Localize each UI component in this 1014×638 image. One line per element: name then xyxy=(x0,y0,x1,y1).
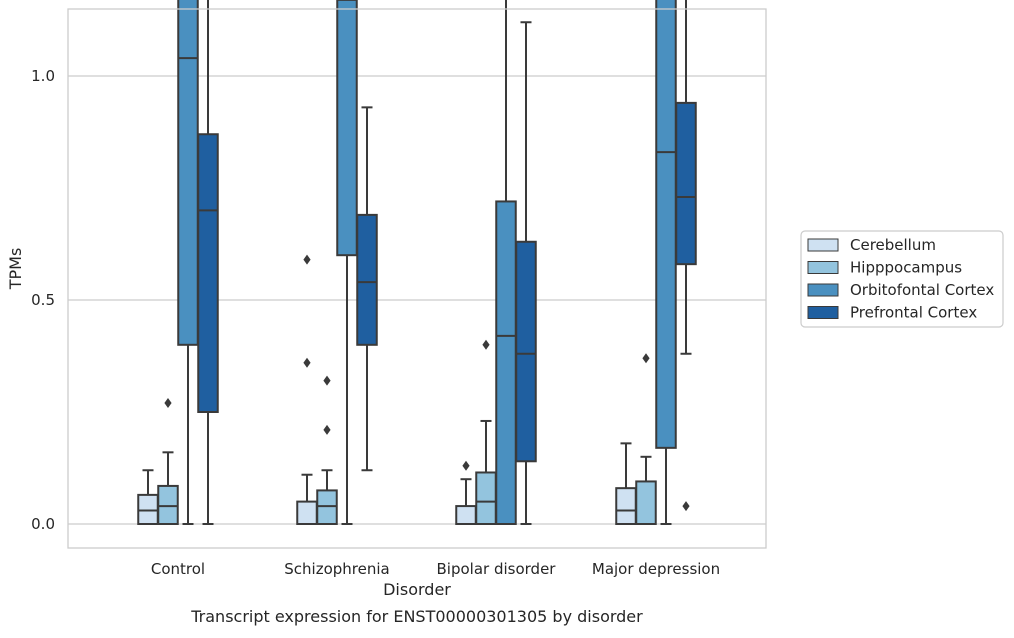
y-tick-label: 0.5 xyxy=(31,291,55,309)
iqr-box xyxy=(495,200,517,525)
iqr-box xyxy=(316,489,338,525)
y-tick-label: 1.0 xyxy=(31,67,55,85)
legend-frame xyxy=(800,230,1004,328)
box-cerebellum xyxy=(615,442,637,526)
iqr-box xyxy=(197,133,219,414)
legend-swatch xyxy=(807,261,839,274)
legend-label: Cerebellum xyxy=(850,236,936,254)
box-cerebellum xyxy=(296,254,318,526)
box-cerebellum xyxy=(455,460,477,525)
box-orbitofontal-cortex xyxy=(655,0,677,525)
box-orbitofontal-cortex xyxy=(177,0,199,525)
box-cerebellum xyxy=(137,469,159,526)
y-tick-label: 0.0 xyxy=(31,515,55,533)
iqr-box xyxy=(177,0,199,346)
iqr-box xyxy=(137,493,159,526)
box-orbitofontal-cortex xyxy=(336,0,358,525)
legend-swatch xyxy=(807,306,839,319)
y-tick-labels: 0.00.51.01.52.0 xyxy=(31,67,55,533)
x-tick-labels: Control Schizophrenia Bipolar disorder Majo… xyxy=(151,560,720,578)
outlier-point xyxy=(462,460,470,471)
x-tick-label: Bipolar disorder xyxy=(437,560,557,578)
x-tick-label: Schizophrenia xyxy=(284,560,389,578)
outlier-point xyxy=(323,424,331,435)
iqr-box xyxy=(157,484,179,526)
x-tick-label: Control xyxy=(151,560,205,578)
legend-swatch xyxy=(807,283,839,297)
box-prefrontal-cortex xyxy=(197,0,219,525)
iqr-box xyxy=(296,500,318,526)
outlier-point xyxy=(164,398,172,409)
iqr-box xyxy=(515,240,537,463)
legend: Cerebellum Hipppocampus Orbitofontal Corte… xyxy=(800,230,1004,328)
iqr-box xyxy=(475,471,497,526)
iqr-box xyxy=(675,101,697,266)
figure-caption: Transcript expression for ENST0000030130… xyxy=(190,607,643,626)
box-prefrontal-cortex xyxy=(356,106,378,472)
x-tick-label: Major depression xyxy=(592,560,720,578)
x-axis-title: Disorder xyxy=(383,580,451,599)
y-axis-title: TPMs xyxy=(6,248,25,291)
legend-label: Hipppocampus xyxy=(850,259,962,277)
outlier-point xyxy=(482,339,490,350)
box-hipppocampus xyxy=(635,353,657,526)
box-hipppocampus xyxy=(475,339,497,526)
outlier-point xyxy=(303,357,311,368)
legend-label: Prefrontal Cortex xyxy=(850,304,977,322)
legend-label: Orbitofontal Cortex xyxy=(850,281,994,299)
iqr-box xyxy=(635,480,657,526)
iqr-box xyxy=(615,487,637,526)
iqr-box xyxy=(455,505,477,525)
outlier-point xyxy=(642,353,650,364)
box-orbitofontal-cortex xyxy=(495,0,517,525)
outlier-point xyxy=(682,501,690,512)
box-prefrontal-cortex xyxy=(515,21,537,525)
iqr-box xyxy=(336,0,358,257)
legend-swatch xyxy=(807,238,839,252)
outlier-point xyxy=(323,375,331,386)
iqr-box xyxy=(655,0,677,449)
iqr-box xyxy=(356,213,378,346)
box-hipppocampus xyxy=(157,398,179,526)
box-prefrontal-cortex xyxy=(675,0,697,512)
box-marks xyxy=(137,0,697,526)
outlier-point xyxy=(303,254,311,265)
plot-frame xyxy=(67,8,767,549)
box-hipppocampus xyxy=(316,375,338,525)
